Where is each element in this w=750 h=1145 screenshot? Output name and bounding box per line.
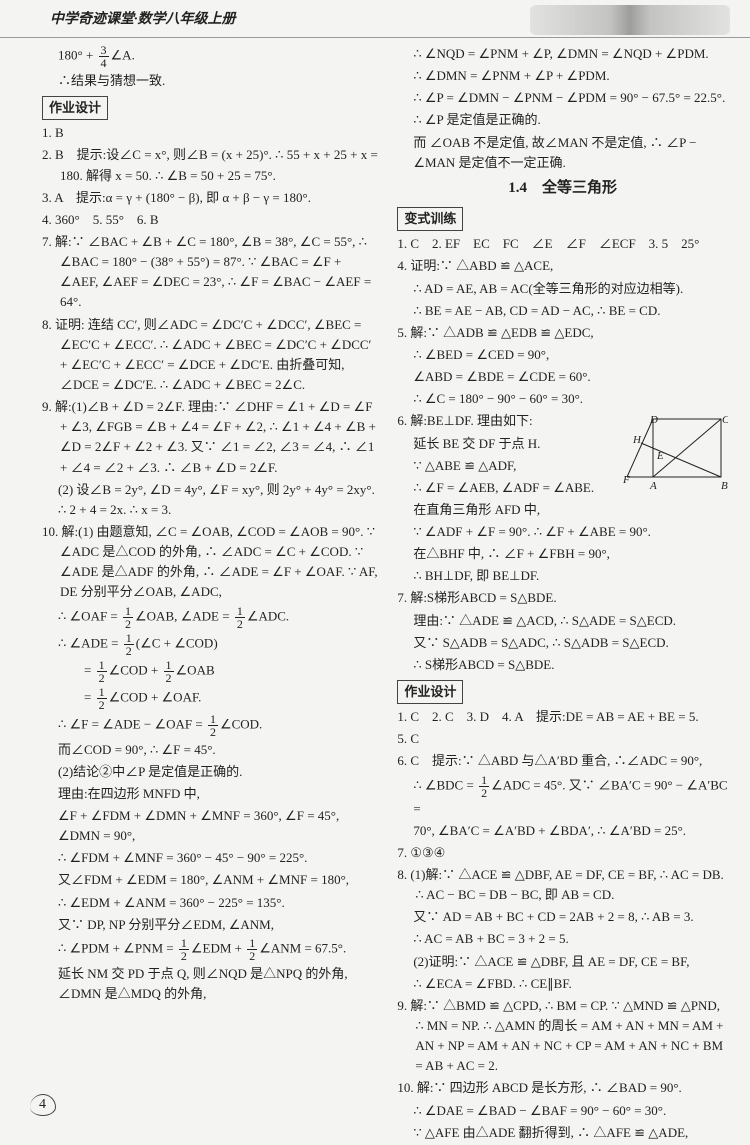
text-line: ∴ S梯形ABCD = S△BDE. bbox=[397, 655, 728, 675]
text-line: ∴ ∠DAE = ∠BAD − ∠BAF = 90° − 60° = 30°. bbox=[397, 1101, 728, 1121]
text-line: ∵ ∠ADF + ∠F = 90°. ∴ ∠F + ∠ABE = 90°. bbox=[397, 522, 728, 542]
header-title: 中学奇迹课堂·数学八年级上册 bbox=[50, 9, 236, 31]
page-header: 中学奇迹课堂·数学八年级上册 bbox=[0, 0, 750, 38]
answer-line: 7. 解:∵ ∠BAC + ∠B + ∠C = 180°, ∠B = 38°, … bbox=[42, 232, 379, 313]
answer-line: 1. C 2. C 3. D 4. A 提示:DE = AB = AE + BE… bbox=[397, 707, 728, 727]
svg-text:B: B bbox=[721, 480, 728, 491]
svg-text:D: D bbox=[649, 414, 658, 426]
formula-line: = 12∠COD + ∠OAF. bbox=[42, 686, 379, 711]
text-line: ∴ BE = AE − AB, CD = AD − AC, ∴ BE = CD. bbox=[397, 301, 728, 321]
text-line: ∴ ∠FDM + ∠MNF = 360° − 45° − 90° = 225°. bbox=[42, 848, 379, 868]
svg-text:H: H bbox=[632, 434, 642, 446]
text-line: 而 ∠OAB 不是定值, 故∠MAN 不是定值, ∴ ∠P − ∠MAN 是定值… bbox=[397, 133, 728, 173]
text-line: 理由:∵ △ADE ≌ △ACD, ∴ S△ADE = S△ECD. bbox=[397, 611, 728, 631]
answer-line: 1. B bbox=[42, 123, 379, 143]
text-line: (2)证明:∵ △ACE ≌ △DBF, 且 AE = DF, CE = BF, bbox=[397, 952, 728, 972]
svg-text:C: C bbox=[722, 414, 728, 426]
section-box: 作业设计 bbox=[397, 680, 463, 704]
section-box: 作业设计 bbox=[42, 96, 108, 120]
text-line: 在△BHF 中, ∴ ∠F + ∠FBH = 90°, bbox=[397, 544, 728, 564]
text-line: ∴ ∠P 是定值是正确的. bbox=[397, 110, 728, 130]
answer-line: 9. 解:(1)∠B + ∠D = 2∠F. 理由:∵ ∠DHF = ∠1 + … bbox=[42, 397, 379, 478]
text-line: ∴ BH⊥DF, 即 BE⊥DF. bbox=[397, 566, 728, 586]
text-line: 又∠FDM + ∠EDM = 180°, ∠ANM + ∠MNF = 180°, bbox=[42, 870, 379, 890]
svg-text:F: F bbox=[623, 474, 630, 486]
text-line: ∴ ∠P = ∠DMN − ∠PNM − ∠PDM = 90° − 67.5° … bbox=[397, 88, 728, 108]
text-line: ∴ ∠C = 180° − 90° − 60° = 30°. bbox=[397, 389, 728, 409]
answer-line: 7. ①③④ bbox=[397, 843, 728, 863]
text-line: ∴ AC = AB + BC = 3 + 2 = 5. bbox=[397, 929, 728, 949]
text-line: 又∵ DP, NP 分别平分∠EDM, ∠ANM, bbox=[42, 915, 379, 935]
left-column: 180° + 34∠A. ∴结果与猜想一致. 作业设计 1. B 2. B 提示… bbox=[42, 44, 379, 1145]
formula-line: ∴ ∠F = ∠ADE − ∠OAF = 12∠COD. bbox=[42, 713, 379, 738]
answer-line: 4. 360° 5. 55° 6. B bbox=[42, 210, 379, 230]
text-line: ∵ △AFE 由△ADE 翻折得到, ∴ △AFE ≌ △ADE, bbox=[397, 1123, 728, 1143]
formula-line: ∴ ∠BDC = 12∠ADC = 45°. 又∵ ∠BA′C = 90° − … bbox=[397, 774, 728, 819]
answer-line: 5. C bbox=[397, 729, 728, 749]
content-area: 180° + 34∠A. ∴结果与猜想一致. 作业设计 1. B 2. B 提示… bbox=[0, 38, 750, 1145]
text-line: 又∵ S△ADB = S△ADC, ∴ S△ADB = S△ECD. bbox=[397, 633, 728, 653]
text-line: 又∵ AD = AB + BC + CD = 2AB + 2 = 8, ∴ AB… bbox=[397, 907, 728, 927]
answer-line: 3. A 提示:α = γ + (180° − β), 即 α + β − γ … bbox=[42, 188, 379, 208]
answer-line: 1. C 2. EF EC FC ∠E ∠F ∠ECF 3. 5 25° bbox=[397, 234, 728, 254]
formula-line: ∴ ∠PDM + ∠PNM = 12∠EDM + 12∠ANM = 67.5°. bbox=[42, 937, 379, 962]
geometry-diagram: A B C D E F H bbox=[623, 413, 728, 491]
svg-text:A: A bbox=[649, 480, 657, 491]
answer-line: 7. 解:S梯形ABCD = S△BDE. bbox=[397, 588, 728, 608]
page-number-badge: 4 bbox=[30, 1094, 56, 1116]
formula-line: ∴ ∠OAF = 12∠OAB, ∠ADE = 12∠ADC. bbox=[42, 605, 379, 630]
header-decoration bbox=[530, 5, 730, 35]
text-line: ∠F + ∠FDM + ∠DMN + ∠MNF = 360°, ∠F = 45°… bbox=[42, 806, 379, 846]
answer-line: (2) 设∠B = 2y°, ∠D = 4y°, ∠F = xy°, 则 2y°… bbox=[42, 480, 379, 520]
text-line: ∴ ∠BED = ∠CED = 90°, bbox=[397, 345, 728, 365]
answer-line: 5. 解:∵ △ADB ≌ △EDB ≌ △EDC, bbox=[397, 323, 728, 343]
section-title: 1.4 全等三角形 bbox=[397, 177, 728, 200]
section-box: 变式训练 bbox=[397, 207, 463, 231]
text-line: ∴ AD = AE, AB = AC(全等三角形的对应边相等). bbox=[397, 279, 728, 299]
text-line: ∴ ∠NQD = ∠PNM + ∠P, ∠DMN = ∠NQD + ∠PDM. bbox=[397, 44, 728, 64]
text-line: ∴ ∠EDM + ∠ANM = 360° − 225° = 135°. bbox=[42, 893, 379, 913]
text-line: ∴ ∠DMN = ∠PNM + ∠P + ∠PDM. bbox=[397, 66, 728, 86]
svg-text:E: E bbox=[656, 450, 664, 462]
answer-line: 8. (1)解:∵ △ACE ≌ △DBF, AE = DF, CE = BF,… bbox=[397, 865, 728, 905]
answer-line: 2. B 提示:设∠C = x°, 则∠B = (x + 25)°. ∴ 55 … bbox=[42, 145, 379, 185]
answer-line: 4. 证明:∵ △ABD ≌ △ACE, bbox=[397, 256, 728, 276]
answer-line: 10. 解:∵ 四边形 ABCD 是长方形, ∴ ∠BAD = 90°. bbox=[397, 1078, 728, 1098]
text-line: ∠ABD = ∠BDE = ∠CDE = 60°. bbox=[397, 367, 728, 387]
formula-line: = 12∠COD + 12∠OAB bbox=[42, 659, 379, 684]
text-line: 而∠COD = 90°, ∴ ∠F = 45°. bbox=[42, 740, 379, 760]
formula-line: ∴ ∠ADE = 12(∠C + ∠COD) bbox=[42, 632, 379, 657]
text-line: ∴结果与猜想一致. bbox=[42, 71, 379, 91]
text-line: 理由:在四边形 MNFD 中, bbox=[42, 784, 379, 804]
text-line: 180° + 34∠A. bbox=[42, 44, 379, 69]
answer-line: 10. 解:(1) 由题意知, ∠C = ∠OAB, ∠COD = ∠AOB =… bbox=[42, 522, 379, 603]
text-line: 延长 NM 交 PD 于点 Q, 则∠NQD 是△NPQ 的外角, ∠DMN 是… bbox=[42, 964, 379, 1004]
text-line: 在直角三角形 AFD 中, bbox=[397, 500, 728, 520]
page-number: 4 bbox=[30, 1094, 56, 1116]
answer-line: 6. C 提示:∵ △ABD 与△A′BD 重合, ∴∠ADC = 90°, bbox=[397, 751, 728, 771]
right-column: ∴ ∠NQD = ∠PNM + ∠P, ∠DMN = ∠NQD + ∠PDM. … bbox=[397, 44, 728, 1145]
answer-line: 9. 解:∵ △BMD ≌ △CPD, ∴ BM = CP. ∵ △MND ≌ … bbox=[397, 996, 728, 1077]
text-line: ∴ ∠ECA = ∠FBD. ∴ CE∥BF. bbox=[397, 974, 728, 994]
text-line: 70°, ∠BA′C = ∠A′BD + ∠BDA′, ∴ ∠A′BD = 25… bbox=[397, 821, 728, 841]
text-line: (2)结论②中∠P 是定值是正确的. bbox=[42, 762, 379, 782]
answer-line: 8. 证明: 连结 CC′, 则∠ADC = ∠DC′C + ∠DCC′, ∠B… bbox=[42, 315, 379, 396]
